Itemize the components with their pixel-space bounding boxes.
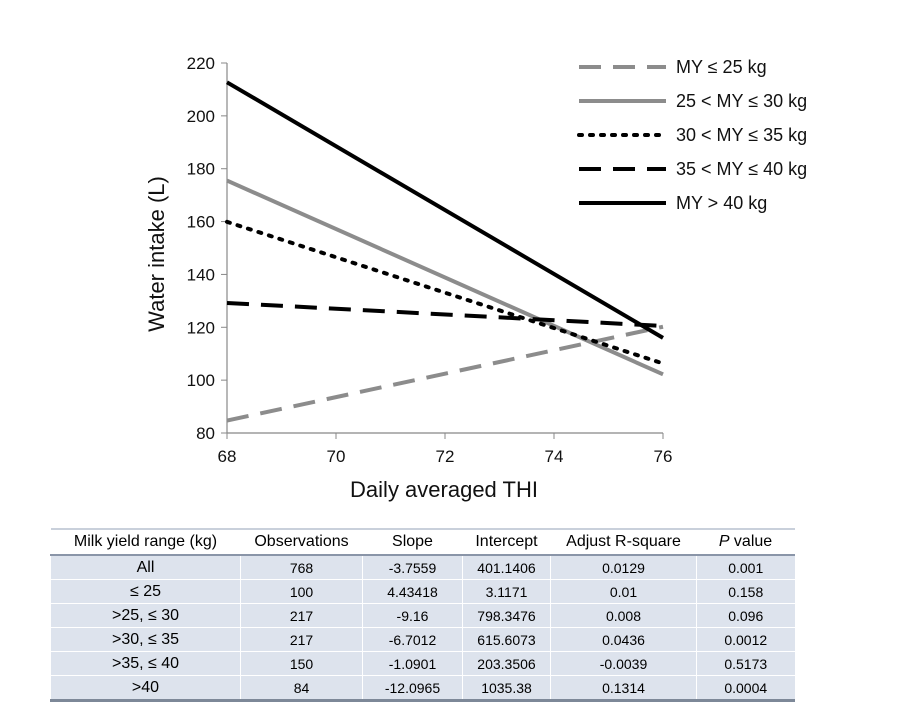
cell-r-square: 0.0129 <box>550 554 697 580</box>
header-p-letter: P <box>718 533 730 550</box>
x-axis-label: Daily averaged THI <box>350 477 538 502</box>
table-row: >40 84 -12.0965 1035.38 0.1314 0.0004 <box>50 675 795 702</box>
header-slope: Slope <box>362 528 463 556</box>
cell-r-square: 0.008 <box>550 603 697 628</box>
chart-axes: 80 100 120 140 160 180 200 220 68 70 72 74 76 <box>187 54 673 466</box>
cell-slope: -3.7559 <box>362 554 463 580</box>
y-tick-label: 100 <box>187 371 215 390</box>
header-milk-yield-range: Milk yield range (kg) <box>50 528 241 556</box>
cell-intercept: 203.3506 <box>462 651 551 676</box>
cell-p-value: 0.5173 <box>696 651 795 676</box>
series-line-1 <box>226 324 664 423</box>
cell-range: >40 <box>50 675 241 702</box>
table-header-row: Milk yield range (kg) Observations Slope… <box>50 528 795 556</box>
cell-r-square: 0.0436 <box>550 627 697 652</box>
x-tick-label: 74 <box>545 447 564 466</box>
series-line-3 <box>225 219 665 366</box>
table-row: >35, ≤ 40 150 -1.0901 203.3506 -0.0039 0.5173 <box>50 651 795 676</box>
y-tick-label: 160 <box>187 213 215 232</box>
cell-observations: 84 <box>240 675 363 702</box>
legend-label-5: MY > 40 kg <box>676 193 767 213</box>
cell-intercept: 1035.38 <box>462 675 551 702</box>
cell-observations: 217 <box>240 603 363 628</box>
cell-observations: 768 <box>240 554 363 580</box>
table-row: ≤ 25 100 4.43418 3.1171 0.01 0.158 <box>50 579 795 604</box>
header-intercept: Intercept <box>462 528 551 556</box>
series-line-5 <box>225 80 665 340</box>
x-tick-label: 70 <box>327 447 346 466</box>
cell-r-square: 0.1314 <box>550 675 697 702</box>
cell-range: >35, ≤ 40 <box>50 651 241 676</box>
y-tick-label: 220 <box>187 54 215 73</box>
cell-slope: -9.16 <box>362 603 463 628</box>
header-value-word: value <box>729 533 773 550</box>
series-line-2 <box>226 178 664 377</box>
line-chart: 80 100 120 140 160 180 200 220 68 70 72 74 76 MY ≤ 2… <box>144 54 807 502</box>
cell-range: ≤ 25 <box>50 579 241 604</box>
cell-p-value: 0.001 <box>696 554 795 580</box>
cell-range: >25, ≤ 30 <box>50 603 241 628</box>
cell-slope: -1.0901 <box>362 651 463 676</box>
cell-slope: -6.7012 <box>362 627 463 652</box>
y-tick-label: 200 <box>187 107 215 126</box>
header-adjust-r-square: Adjust R-square <box>550 528 697 556</box>
legend-label-1: MY ≤ 25 kg <box>676 57 767 77</box>
x-tick-label: 68 <box>218 447 237 466</box>
series-line-4 <box>226 300 664 328</box>
y-tick-label: 140 <box>187 265 215 284</box>
cell-observations: 100 <box>240 579 363 604</box>
y-tick-label: 120 <box>187 318 215 337</box>
legend-label-2: 25 < MY ≤ 30 kg <box>676 91 807 111</box>
y-tick-label: 80 <box>196 424 215 443</box>
table-row: All 768 -3.7559 401.1406 0.0129 0.001 <box>50 554 795 580</box>
cell-observations: 150 <box>240 651 363 676</box>
header-observations: Observations <box>240 528 363 556</box>
x-tick-label: 72 <box>436 447 455 466</box>
cell-p-value: 0.0004 <box>696 675 795 702</box>
cell-intercept: 401.1406 <box>462 554 551 580</box>
cell-p-value: 0.158 <box>696 579 795 604</box>
cell-slope: -12.0965 <box>362 675 463 702</box>
regression-table: Milk yield range (kg) Observations Slope… <box>50 528 795 702</box>
cell-range: >30, ≤ 35 <box>50 627 241 652</box>
legend-label-4: 35 < MY ≤ 40 kg <box>676 159 807 179</box>
cell-observations: 217 <box>240 627 363 652</box>
cell-range: All <box>50 554 241 580</box>
cell-p-value: 0.0012 <box>696 627 795 652</box>
table-row: >30, ≤ 35 217 -6.7012 615.6073 0.0436 0.0012 <box>50 627 795 652</box>
cell-intercept: 615.6073 <box>462 627 551 652</box>
cell-p-value: 0.096 <box>696 603 795 628</box>
table-row: >25, ≤ 30 217 -9.16 798.3476 0.008 0.096 <box>50 603 795 628</box>
header-p-value: P value <box>696 528 795 556</box>
y-axis-label: Water intake (L) <box>144 176 169 332</box>
cell-intercept: 798.3476 <box>462 603 551 628</box>
chart-series <box>225 80 665 423</box>
y-tick-label: 180 <box>187 160 215 179</box>
cell-r-square: 0.01 <box>550 579 697 604</box>
x-tick-label: 76 <box>654 447 673 466</box>
cell-slope: 4.43418 <box>362 579 463 604</box>
cell-intercept: 3.1171 <box>462 579 551 604</box>
chart-legend: MY ≤ 25 kg 25 < MY ≤ 30 kg 30 < MY ≤ 35 kg… <box>577 57 807 213</box>
cell-r-square: -0.0039 <box>550 651 697 676</box>
legend-label-3: 30 < MY ≤ 35 kg <box>676 125 807 145</box>
